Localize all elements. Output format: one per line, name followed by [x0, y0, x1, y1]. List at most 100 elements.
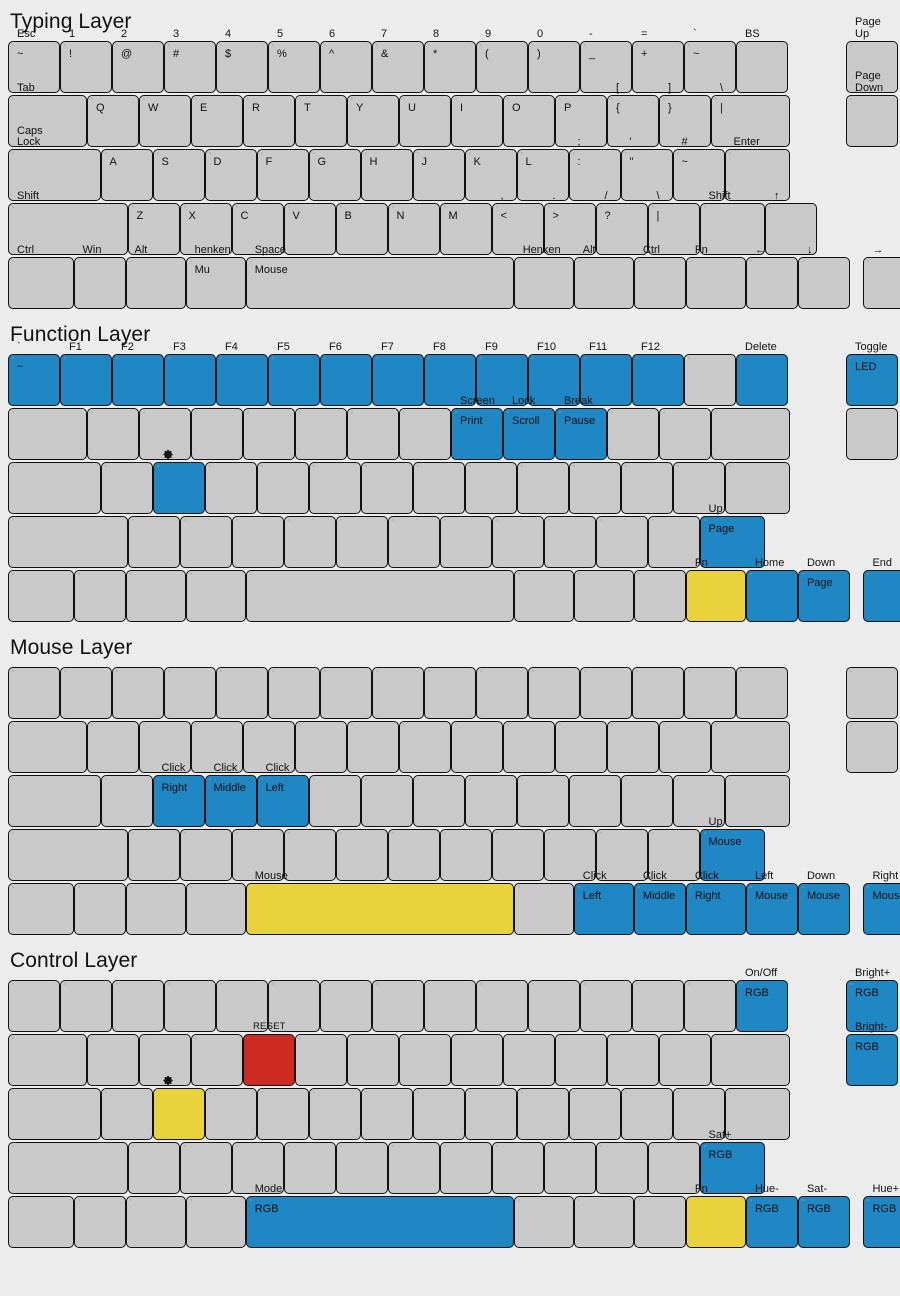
key-blank[interactable]	[8, 829, 128, 882]
key-blank[interactable]	[204, 462, 257, 515]
key-s[interactable]: S	[152, 149, 205, 202]
key-blank[interactable]	[724, 1088, 790, 1141]
key-blank[interactable]	[127, 516, 180, 569]
key-y[interactable]: Y	[347, 95, 399, 148]
key-blank[interactable]	[464, 462, 517, 515]
key-4[interactable]: $4	[216, 29, 268, 94]
key-blank[interactable]	[360, 1088, 413, 1141]
key-reset[interactable]: RESET	[243, 1022, 295, 1087]
key-blank[interactable]	[245, 570, 514, 623]
key-blank[interactable]	[216, 980, 268, 1033]
key-w[interactable]: W	[139, 95, 191, 148]
key-blank[interactable]	[231, 516, 284, 569]
key-blank[interactable]	[528, 667, 580, 720]
key-f2[interactable]: F2	[112, 342, 164, 407]
key-d[interactable]: D	[204, 149, 257, 202]
key-blank[interactable]	[308, 775, 361, 828]
key-blank[interactable]	[659, 721, 711, 774]
key-blank[interactable]	[60, 980, 112, 1033]
key-x[interactable]: X	[179, 203, 232, 256]
key-blank[interactable]	[595, 829, 648, 882]
key-blank[interactable]	[8, 1196, 74, 1249]
key-blank[interactable]	[125, 1196, 186, 1249]
key-[interactable]: →	[863, 245, 900, 310]
key-f1[interactable]: F1	[60, 342, 112, 407]
key-blank[interactable]	[412, 1088, 465, 1141]
key-blank[interactable]	[580, 980, 632, 1033]
key-blank[interactable]	[607, 721, 659, 774]
key-alt[interactable]: Alt	[125, 245, 186, 310]
key-blank[interactable]	[347, 1034, 399, 1087]
key-blank[interactable]	[620, 775, 673, 828]
key-+[interactable]: +=	[632, 29, 684, 94]
key-[interactable]: <,	[491, 191, 544, 256]
key-leftclick[interactable]: LeftClick	[573, 870, 634, 936]
key-blank[interactable]	[659, 1034, 711, 1087]
key-rgbon-off[interactable]: RGBOn/Off	[736, 967, 788, 1033]
key-blank[interactable]	[503, 721, 555, 774]
key-mouseright[interactable]: MouseRight	[863, 870, 900, 936]
key-blank[interactable]	[568, 462, 621, 515]
key-blank[interactable]	[125, 883, 186, 936]
key-blank[interactable]	[424, 980, 476, 1033]
key-blank[interactable]	[647, 516, 700, 569]
key-blank[interactable]	[568, 775, 621, 828]
key-blank[interactable]	[516, 775, 569, 828]
key-blank[interactable]	[387, 829, 440, 882]
key-j[interactable]: J	[412, 149, 465, 202]
key-blank[interactable]	[846, 667, 898, 720]
key-i[interactable]: I	[451, 95, 503, 148]
key-pausebreak[interactable]: PauseBreak	[555, 395, 607, 461]
key-mouseleft[interactable]: MouseLeft	[745, 870, 798, 936]
key-blank[interactable]	[295, 408, 347, 461]
key-f8[interactable]: F8	[424, 342, 476, 407]
key-rgbhue+[interactable]: RGBHue+	[863, 1183, 900, 1249]
key-blank[interactable]	[179, 1142, 232, 1195]
key-f12[interactable]: F12	[632, 342, 684, 407]
key-blank[interactable]	[424, 667, 476, 720]
key-blank[interactable]	[8, 667, 60, 720]
key-blank[interactable]	[335, 829, 388, 882]
key-blank[interactable]	[8, 570, 74, 623]
key-blank[interactable]	[191, 1034, 243, 1087]
key-blank[interactable]	[347, 408, 399, 461]
key-mousedown[interactable]: MouseDown	[797, 870, 850, 936]
key-blank[interactable]	[185, 1196, 246, 1249]
key-blank[interactable]	[684, 980, 736, 1033]
key-blank[interactable]	[672, 775, 725, 828]
key-3[interactable]: #3	[164, 29, 216, 94]
key-blank[interactable]	[243, 408, 295, 461]
key-blank[interactable]	[335, 1142, 388, 1195]
key-blank[interactable]	[256, 462, 309, 515]
key-g[interactable]: G	[308, 149, 361, 202]
key-blank[interactable]	[399, 1034, 451, 1087]
key-blank[interactable]	[191, 721, 243, 774]
key-8[interactable]: *8	[424, 29, 476, 94]
key-blank[interactable]	[243, 721, 295, 774]
key-[interactable]: :;	[568, 137, 621, 202]
key-caps-lock[interactable]: Caps Lock	[8, 126, 101, 202]
key-[interactable]: >.	[543, 191, 596, 256]
key-mouseup[interactable]: MouseUp	[699, 816, 765, 882]
key-blank[interactable]	[543, 829, 596, 882]
key-blank[interactable]	[112, 980, 164, 1033]
key-blank[interactable]	[846, 408, 898, 461]
key-blank[interactable]	[503, 1034, 555, 1087]
key-delete[interactable]: Delete	[736, 342, 788, 407]
key-esc[interactable]: ~Esc	[8, 29, 60, 94]
key-mouse[interactable]: Mouse	[245, 871, 514, 936]
key-ctrl[interactable]: Ctrl	[633, 245, 686, 310]
key-blank[interactable]	[476, 667, 528, 720]
key-fn[interactable]: Fn	[685, 558, 746, 623]
key-henken[interactable]: Henken	[513, 245, 574, 310]
key-blank[interactable]	[185, 570, 246, 623]
key-f10[interactable]: F10	[528, 342, 580, 407]
key-blank[interactable]	[8, 775, 101, 828]
key-blank[interactable]	[412, 775, 465, 828]
key-blank[interactable]	[139, 721, 191, 774]
key-blank[interactable]	[164, 980, 216, 1033]
key-blank[interactable]	[8, 883, 74, 936]
key-blank[interactable]	[620, 1088, 673, 1141]
key-c[interactable]: C	[231, 203, 284, 256]
key-h[interactable]: H	[360, 149, 413, 202]
